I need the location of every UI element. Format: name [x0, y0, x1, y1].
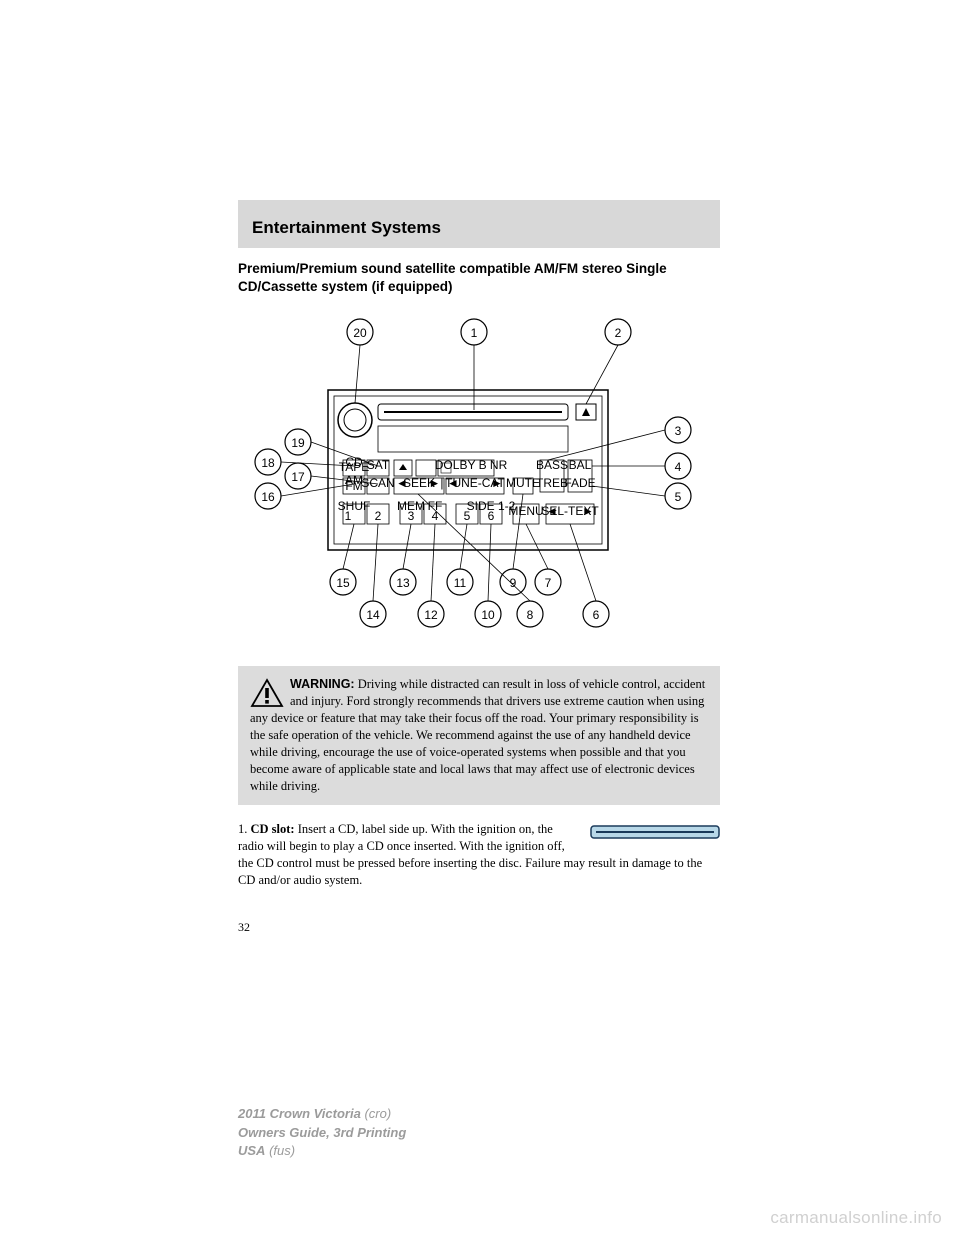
callout-14: 14 — [366, 608, 380, 622]
warning-text: Driving while distracted can result in l… — [250, 677, 705, 792]
btn-mute: MUTE — [506, 476, 540, 490]
callout-11: 11 — [454, 576, 467, 590]
footer: 2011 Crown Victoria (cro) Owners Guide, … — [238, 1105, 406, 1160]
callout-6: 6 — [593, 608, 600, 622]
callout-17: 17 — [291, 470, 305, 484]
footer-region: USA — [238, 1143, 265, 1158]
warning-box: WARNING: Driving while distracted can re… — [238, 666, 720, 804]
cd-slot-figure — [590, 825, 720, 839]
svg-text:3: 3 — [408, 509, 415, 523]
footer-code2: (fus) — [265, 1143, 295, 1158]
callout-19: 19 — [291, 436, 305, 450]
warning-icon — [250, 678, 284, 708]
callout-18: 18 — [261, 456, 275, 470]
callout-8: 8 — [527, 608, 534, 622]
btn-treb: TREB — [536, 476, 568, 490]
page-content: Entertainment Systems Premium/Premium so… — [238, 200, 720, 935]
callout-1: 1 — [471, 326, 478, 340]
callout-16: 16 — [261, 490, 275, 504]
callout-4: 4 — [675, 460, 682, 474]
btn-dolby: DOLBY B NR — [435, 458, 508, 472]
subtitle: Premium/Premium sound satellite compatib… — [238, 260, 720, 296]
svg-text:►: ► — [582, 504, 594, 518]
callout-13: 13 — [396, 576, 410, 590]
callout-10: 10 — [481, 608, 495, 622]
svg-text:►|: ►| — [429, 476, 444, 490]
callout-12: 12 — [424, 608, 438, 622]
svg-text:TAPE: TAPE — [339, 460, 369, 474]
btn-bass: BASS — [536, 458, 568, 472]
svg-text:1: 1 — [345, 509, 352, 523]
btn-fade: FADE — [564, 476, 595, 490]
btn-shuf: SHUF — [338, 499, 371, 513]
svg-text:6: 6 — [488, 509, 495, 523]
btn-bal: BAL — [569, 458, 592, 472]
callout-15: 15 — [336, 576, 350, 590]
btn-sat: SAT — [367, 458, 390, 472]
footer-model: 2011 Crown Victoria — [238, 1106, 361, 1121]
callout-3: 3 — [675, 424, 682, 438]
callout-7: 7 — [545, 576, 552, 590]
callout-5: 5 — [675, 490, 682, 504]
radio-diagram: CD TAPE SAT DOLBY B NR BASS TREB BAL FAD… — [238, 310, 720, 650]
footer-guide: Owners Guide, 3rd Printing — [238, 1125, 406, 1140]
item-number: 1. — [238, 822, 251, 836]
svg-text:4: 4 — [432, 509, 439, 523]
section-header: Entertainment Systems — [238, 200, 720, 248]
footer-code1: (cro) — [361, 1106, 391, 1121]
page-number: 32 — [238, 920, 720, 935]
item-1: 1. CD slot: Insert a CD, label side up. … — [238, 821, 720, 890]
item-bold: CD slot: — [251, 822, 295, 836]
callout-2: 2 — [615, 326, 622, 340]
watermark: carmanualsonline.info — [770, 1208, 942, 1228]
warning-label: WARNING: — [290, 677, 355, 691]
callout-20: 20 — [353, 326, 367, 340]
svg-text:2: 2 — [375, 509, 382, 523]
section-title: Entertainment Systems — [252, 218, 706, 238]
btn-menu: MENU — [508, 504, 543, 518]
svg-text:►: ► — [491, 476, 503, 490]
